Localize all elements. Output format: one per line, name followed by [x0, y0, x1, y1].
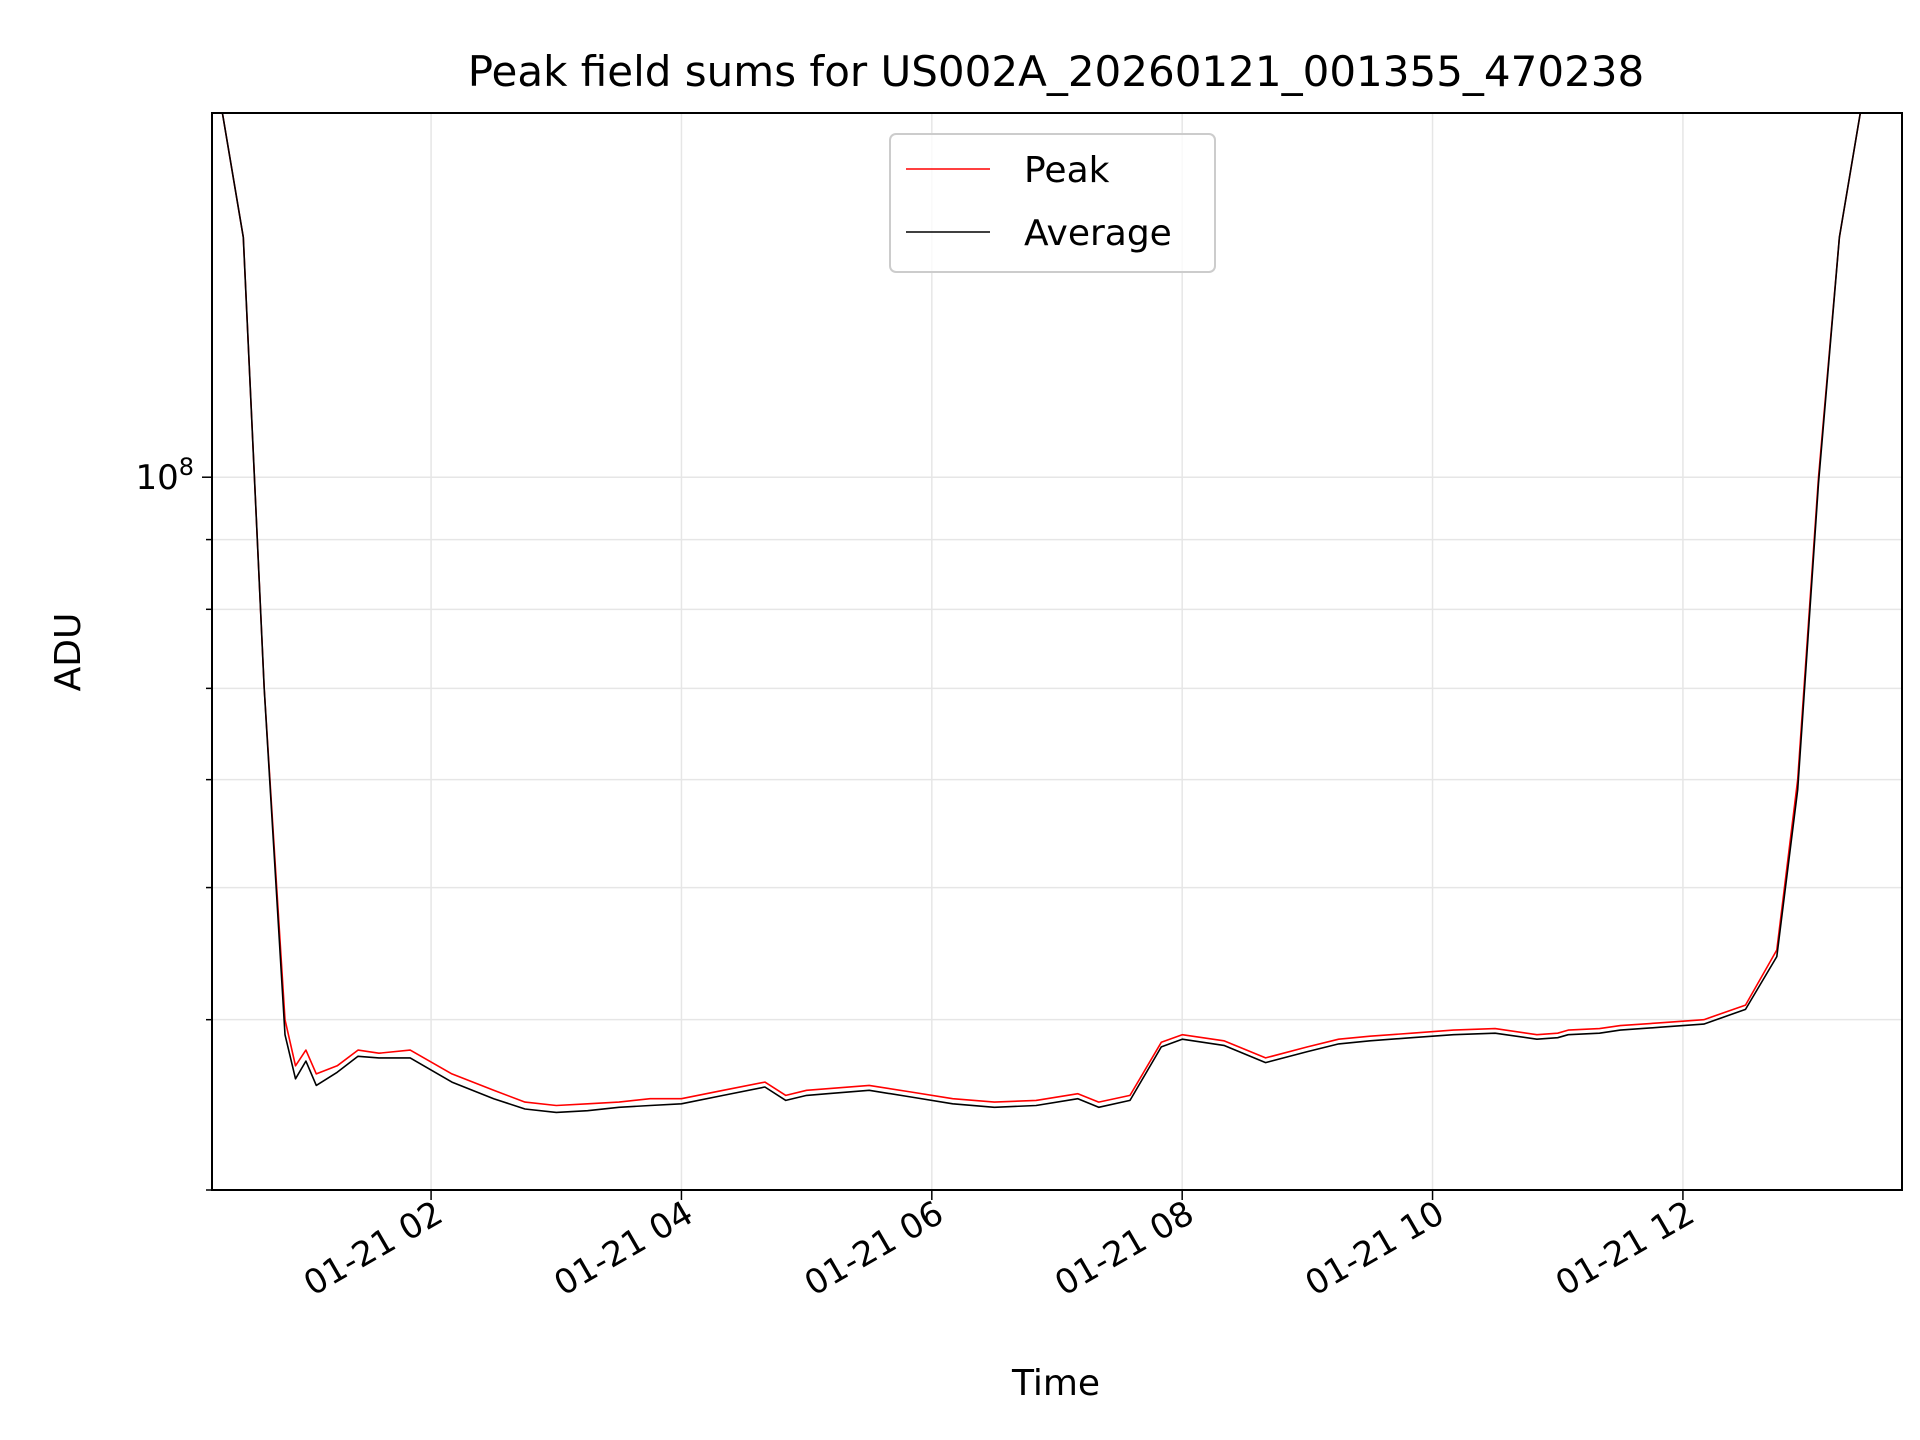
plot-frame: [211, 112, 1903, 1191]
y-tick-label: 108: [135, 453, 194, 498]
x-axis-label: Time: [1011, 1363, 1100, 1404]
legend: Peak Average: [889, 133, 1216, 273]
chart-title: Peak field sums for US002A_20260121_0013…: [468, 47, 1645, 96]
legend-label-peak: Peak: [1024, 150, 1110, 191]
plot-lines: [212, 112, 1902, 1114]
y-axis-ticks: 108: [135, 453, 212, 1191]
grid: [212, 113, 1902, 1191]
legend-label-average: Average: [1024, 213, 1172, 254]
y-axis-label: ADU: [48, 613, 89, 692]
series-line-peak: [212, 112, 1902, 1107]
series-line-average: [212, 112, 1902, 1114]
